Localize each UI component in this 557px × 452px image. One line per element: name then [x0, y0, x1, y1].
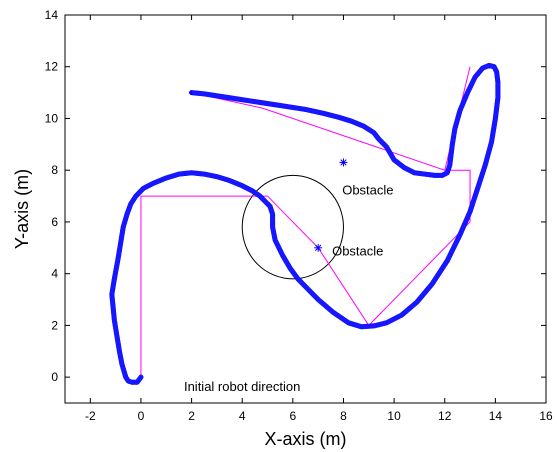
obstacle-circle	[241, 174, 344, 280]
marker-stroke	[340, 159, 347, 166]
obstacle-marker	[314, 243, 323, 252]
x-tick-label: 8	[340, 409, 347, 423]
x-tick-label: 10	[387, 409, 401, 423]
y-axis-label: Y-axis (m)	[12, 169, 32, 249]
y-tick-label: 2	[51, 318, 58, 332]
x-tick-label: 4	[239, 409, 246, 423]
obstacle-marker	[339, 158, 348, 167]
y-tick-label: 6	[51, 215, 58, 229]
y-tick-label: 14	[45, 8, 59, 22]
x-tick-label: 0	[138, 409, 145, 423]
x-tick-label: -2	[85, 409, 96, 423]
y-tick-label: 0	[51, 370, 58, 384]
x-tick-label: 2	[188, 409, 195, 423]
y-tick-label: 8	[51, 163, 58, 177]
annotation-label: Initial robot direction	[184, 379, 300, 394]
x-tick-label: 12	[438, 409, 452, 423]
x-axis-label: X-axis (m)	[265, 429, 347, 449]
waypoint-path	[140, 66, 471, 378]
y-tick-label: 4	[51, 267, 58, 281]
x-tick-label: 6	[289, 409, 296, 423]
ticks-group: -2 0 2 4 6 8 10 12 14 16 0 2 4 6 8 10 12 14	[45, 8, 553, 423]
plot-group: Obstacle Obstacle Initial robot direction	[109, 62, 501, 394]
x-tick-label: 16	[539, 409, 553, 423]
y-tick-label: 12	[45, 60, 59, 74]
robot-trajectory-dots	[109, 62, 501, 385]
annotation-label: Obstacle	[342, 183, 393, 198]
annotation-label: Obstacle	[332, 243, 383, 258]
robot-trajectory	[109, 62, 501, 385]
marker-stroke	[315, 244, 322, 251]
y-tick-label: 10	[45, 111, 59, 125]
x-tick-label: 14	[489, 409, 503, 423]
plot-frame	[64, 14, 547, 404]
